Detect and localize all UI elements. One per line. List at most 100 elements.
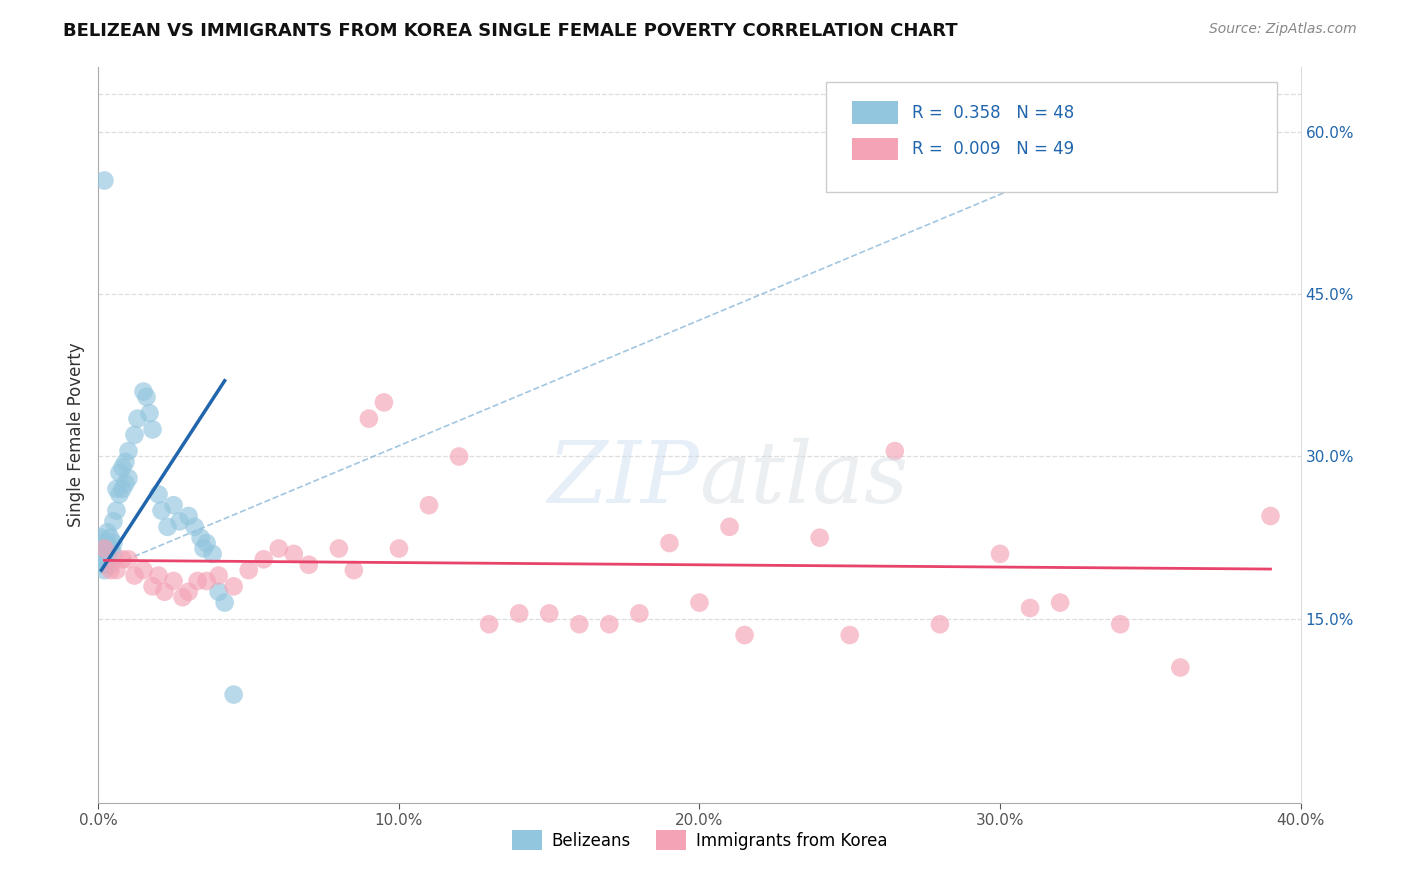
Point (124, 568, 146, 582)
Point (117, 444, 139, 458)
Point (105, 503, 128, 517)
Point (150, 503, 173, 517)
Point (90, 541, 112, 556)
Y-axis label: Single Female Poverty: Single Female Poverty (66, 343, 84, 527)
Point (238, 563, 260, 577)
Point (111, 482, 134, 496)
Point (114, 476, 136, 491)
Point (177, 584, 200, 599)
Point (988, 547, 1011, 561)
Point (111, 460, 134, 475)
Point (1109, 617, 1132, 632)
Point (93, 541, 115, 556)
Point (117, 552, 139, 566)
Point (96, 547, 118, 561)
Point (190, 531, 212, 545)
Point (111, 552, 134, 566)
Point (388, 541, 411, 556)
Point (447, 450, 470, 464)
Point (222, 579, 245, 593)
Point (208, 568, 231, 582)
Point (117, 471, 139, 485)
Point (201, 547, 224, 561)
Point (96, 558, 118, 572)
Point (100, 541, 122, 556)
Point (135, 390, 157, 404)
Point (162, 574, 184, 588)
Point (298, 558, 321, 572)
Point (214, 596, 236, 610)
Point (172, 590, 194, 604)
Point (929, 617, 952, 632)
Point (100, 531, 122, 545)
Legend: Belizeans, Immigrants from Korea: Belizeans, Immigrants from Korea (505, 823, 894, 857)
Point (598, 617, 620, 632)
Text: ZIP: ZIP (547, 438, 699, 520)
Point (1260, 508, 1282, 523)
Point (267, 541, 290, 556)
Point (103, 547, 125, 561)
Text: Source: ZipAtlas.com: Source: ZipAtlas.com (1209, 22, 1357, 37)
Point (177, 508, 200, 523)
Point (153, 584, 176, 599)
Point (568, 617, 591, 632)
Point (688, 596, 710, 610)
Point (418, 498, 440, 512)
Point (838, 628, 860, 642)
Point (148, 568, 170, 582)
Point (141, 422, 163, 436)
Point (132, 384, 155, 399)
Point (183, 520, 205, 534)
Point (208, 584, 231, 599)
Point (105, 563, 128, 577)
Point (90, 531, 112, 545)
Point (138, 406, 160, 420)
Point (373, 395, 395, 409)
Point (93, 536, 115, 550)
Point (90, 558, 112, 572)
Point (108, 466, 131, 480)
Point (508, 607, 530, 621)
Point (103, 515, 125, 529)
Point (883, 444, 905, 458)
Point (132, 563, 155, 577)
Point (808, 531, 831, 545)
Point (156, 520, 179, 534)
Point (93, 173, 115, 187)
Point (343, 563, 366, 577)
Point (283, 547, 305, 561)
Point (222, 688, 245, 702)
Point (96, 525, 118, 540)
Point (100, 558, 122, 572)
Point (162, 498, 184, 512)
Bar (852, 102, 898, 124)
Point (114, 455, 136, 469)
Point (328, 541, 350, 556)
Point (169, 515, 191, 529)
Point (100, 563, 122, 577)
FancyBboxPatch shape (825, 81, 1277, 192)
Point (195, 536, 218, 550)
Point (148, 487, 170, 501)
Text: R =  0.009   N = 49: R = 0.009 N = 49 (912, 140, 1074, 158)
Point (93, 563, 115, 577)
Point (734, 628, 756, 642)
Point (357, 411, 380, 425)
Point (124, 428, 146, 442)
Point (187, 574, 209, 588)
Point (1019, 601, 1042, 615)
Point (538, 607, 561, 621)
Point (193, 541, 215, 556)
Point (96, 536, 118, 550)
Point (195, 574, 218, 588)
Text: R =  0.358   N = 48: R = 0.358 N = 48 (912, 103, 1074, 121)
Point (103, 536, 125, 550)
Point (628, 607, 651, 621)
Point (478, 617, 501, 632)
Point (127, 411, 149, 425)
Point (93, 552, 115, 566)
Point (108, 487, 131, 501)
Point (1049, 596, 1071, 610)
Point (93, 541, 115, 556)
Point (141, 579, 163, 593)
